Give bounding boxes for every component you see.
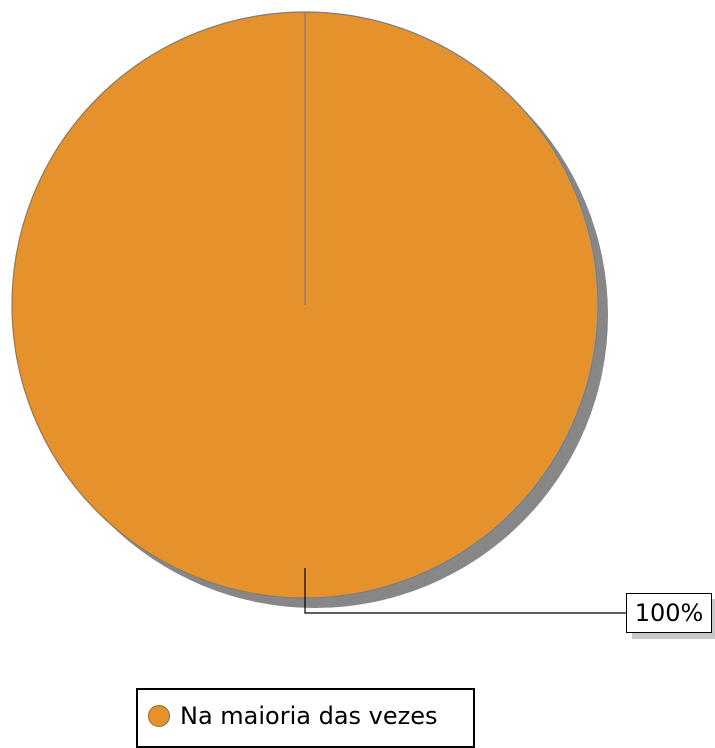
pie-slices	[11, 11, 599, 599]
legend: Na maioria das vezes	[136, 688, 475, 748]
leader-line-0	[304, 568, 626, 614]
legend-swatch-icon	[148, 705, 170, 727]
legend-label: Na maioria das vezes	[180, 702, 438, 730]
data-label-text: 100%	[634, 599, 704, 627]
data-label-slice-0: 100%	[626, 593, 712, 633]
leader-lines	[304, 568, 626, 614]
